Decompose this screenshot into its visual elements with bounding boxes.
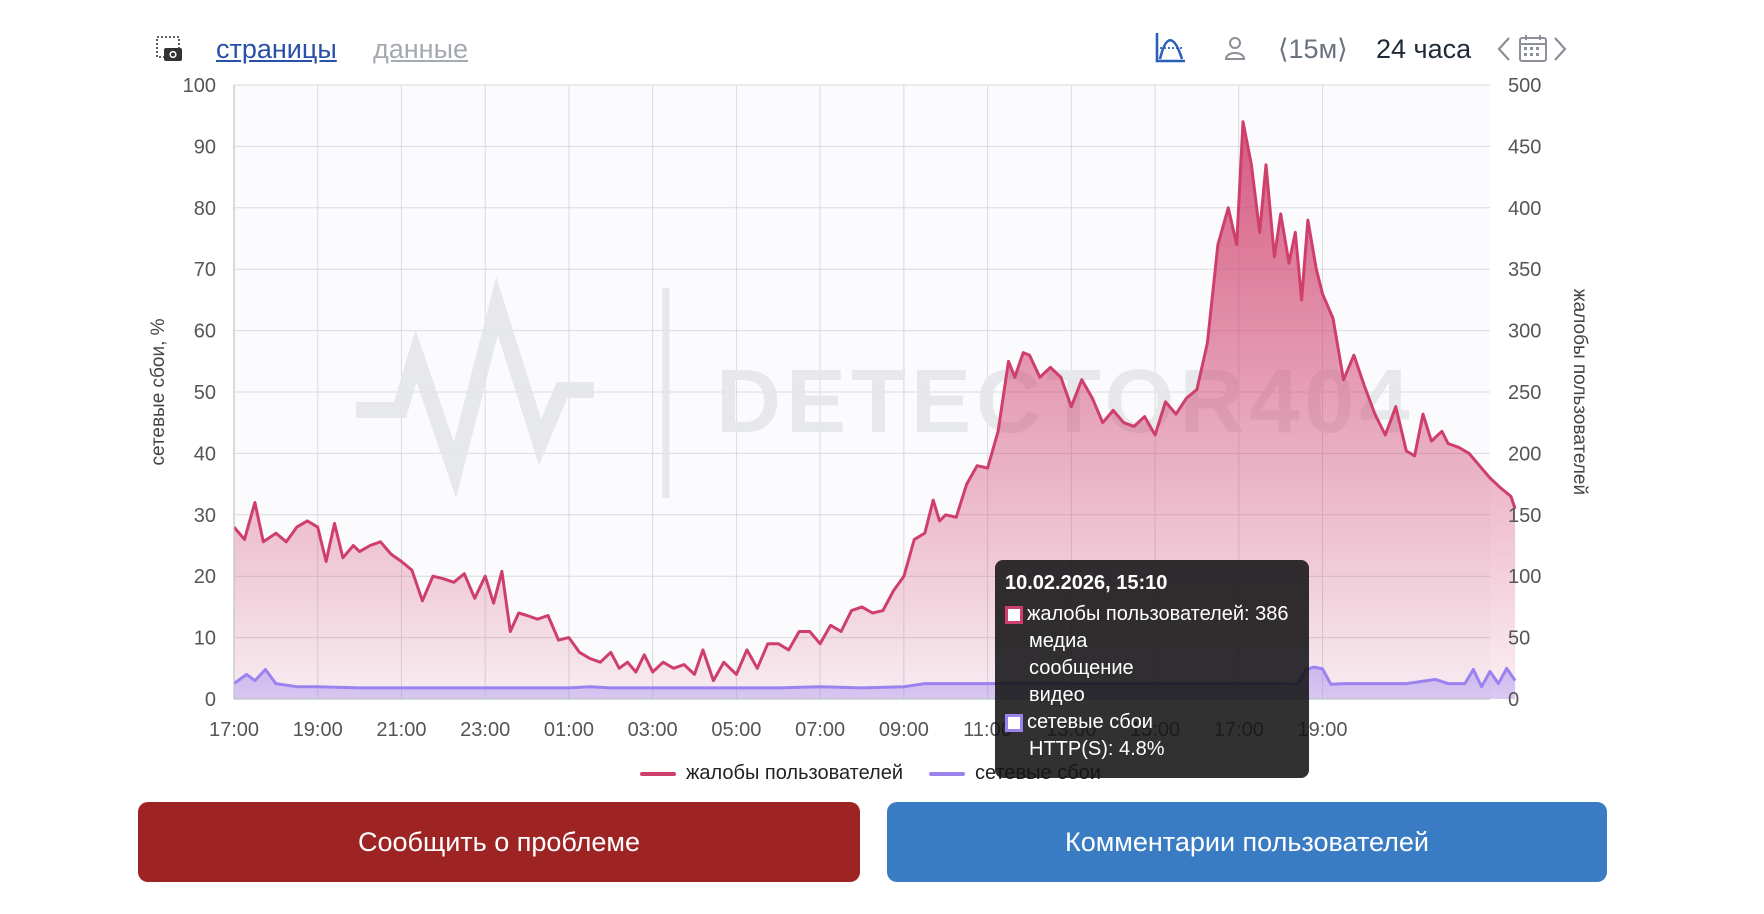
y-right-tick-label: 100 — [1508, 566, 1541, 588]
screenshot-icon[interactable] — [154, 34, 184, 64]
failures-series-line — [233, 665, 1517, 690]
tooltip-swatch-complaints — [1005, 605, 1023, 624]
x-tick-label: 05:00 — [711, 719, 761, 741]
tooltip-row-failures: сетевые сбои — [1005, 709, 1299, 736]
range-selector[interactable]: 24 часа — [1376, 34, 1472, 64]
y-left-tick-label: 30 — [194, 505, 216, 527]
chart-svg: DETECTOR404 0010502010030150402005025060… — [148, 75, 1590, 741]
x-tick-label: 01:00 — [544, 719, 594, 741]
y-left-tick-label: 70 — [194, 259, 216, 281]
tooltip-sub-video: видео — [1029, 684, 1085, 706]
y-right-tick-label: 450 — [1508, 136, 1541, 158]
tooltip-complaints-value: жалобы пользователей: 386 — [1027, 603, 1289, 625]
tooltip-swatch-failures — [1005, 713, 1023, 732]
y-right-axis-label: жалобы пользователей — [1569, 289, 1590, 495]
x-tick-label: 19:00 — [1298, 719, 1348, 741]
tooltip-row-complaints: жалобы пользователей: 386 — [1005, 601, 1299, 628]
y-right-tick-label: 0 — [1508, 689, 1519, 711]
legend-swatch-complaints — [640, 771, 676, 776]
complaints-series-line — [232, 120, 1517, 683]
x-tick-label: 03:00 — [628, 719, 678, 741]
chevron-right-icon[interactable] — [1552, 36, 1568, 62]
chevron-left-icon[interactable] — [1496, 36, 1512, 62]
chart-tooltip: 10.02.2026, 15:10 жалобы пользователей: … — [995, 560, 1309, 778]
y-left-tick-label: 80 — [194, 198, 216, 220]
x-tick-label: 23:00 — [460, 719, 510, 741]
complaints-series-area — [234, 121, 1516, 700]
chart-type-icon[interactable] — [1154, 30, 1188, 64]
y-left-tick-label: 100 — [183, 75, 216, 97]
report-problem-button[interactable]: Сообщить о проблеме — [138, 802, 860, 882]
legend-label-complaints: жалобы пользователей — [686, 762, 904, 784]
y-left-tick-label: 40 — [194, 443, 216, 465]
y-left-tick-label: 20 — [194, 566, 216, 588]
x-tick-label: 17:00 — [209, 719, 259, 741]
y-right-tick-label: 350 — [1508, 259, 1541, 281]
y-left-tick-label: 90 — [194, 136, 216, 158]
interval-selector[interactable]: ⟨15м⟩ — [1278, 34, 1348, 64]
y-right-tick-label: 250 — [1508, 382, 1541, 404]
y-left-tick-label: 60 — [194, 321, 216, 343]
y-right-tick-label: 150 — [1508, 505, 1541, 527]
y-right-tick-label: 300 — [1508, 321, 1541, 343]
y-right-tick-label: 50 — [1508, 628, 1530, 650]
x-tick-label: 19:00 — [293, 719, 343, 741]
tab-data[interactable]: данные — [373, 34, 469, 64]
y-left-axis-label: сетевые сбои, % — [148, 318, 169, 465]
y-left-tick-label: 10 — [194, 628, 216, 650]
chart-toolbar: страницы данные ⟨15м⟩ 24 часа — [0, 0, 1764, 100]
user-icon[interactable] — [1222, 34, 1248, 62]
y-left-tick-label: 0 — [205, 689, 216, 711]
y-right-tick-label: 400 — [1508, 198, 1541, 220]
x-tick-label: 09:00 — [879, 719, 929, 741]
tooltip-sub-media: медиа — [1029, 630, 1088, 652]
calendar-icon[interactable] — [1518, 33, 1548, 63]
y-right-tick-label: 200 — [1508, 443, 1541, 465]
y-right-tick-label: 500 — [1508, 75, 1541, 97]
legend-item-complaints[interactable]: жалобы пользователей — [640, 762, 903, 785]
tooltip-sub-https: HTTP(S): 4.8% — [1029, 738, 1165, 760]
x-tick-label: 21:00 — [376, 719, 426, 741]
outage-chart: DETECTOR404 0010502010030150402005025060… — [0, 70, 1764, 810]
tooltip-sub-message: сообщение — [1029, 657, 1134, 679]
legend-swatch-failures — [929, 771, 966, 776]
x-tick-label: 07:00 — [795, 719, 845, 741]
y-left-tick-label: 50 — [194, 382, 216, 404]
tooltip-failures-label: сетевые сбои — [1027, 711, 1153, 733]
tab-pages[interactable]: страницы — [216, 34, 337, 64]
user-comments-button[interactable]: Комментарии пользователей — [887, 802, 1607, 882]
tooltip-title: 10.02.2026, 15:10 — [1005, 572, 1168, 594]
